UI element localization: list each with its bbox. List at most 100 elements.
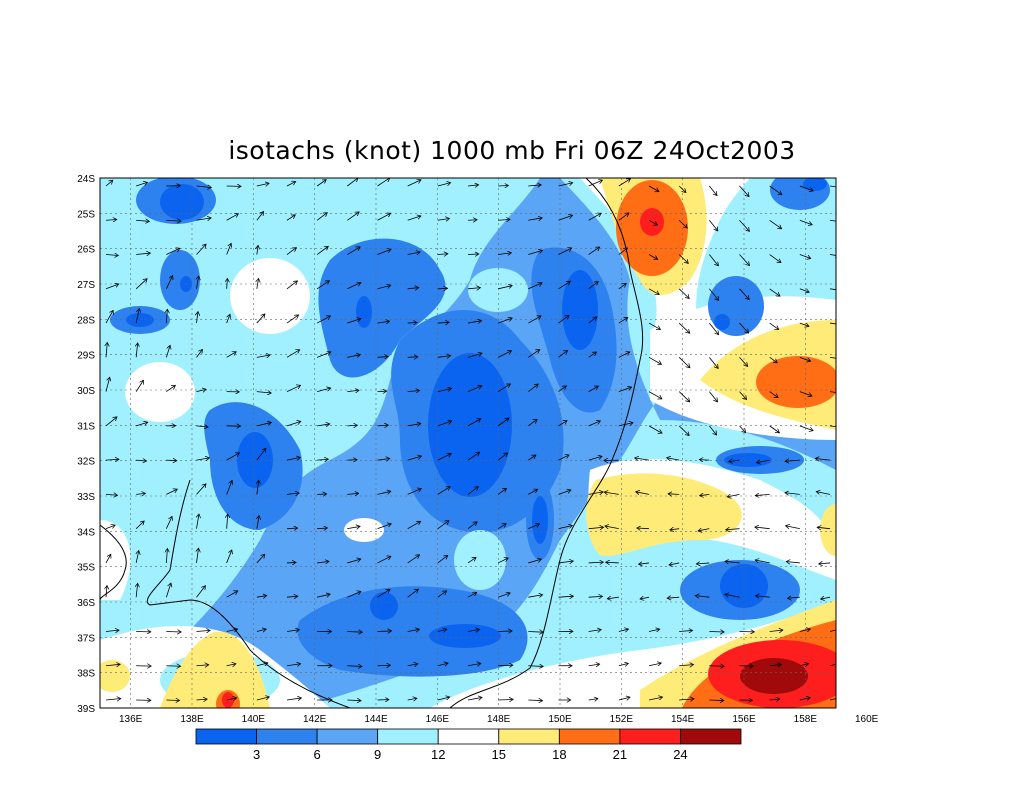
wind-arrow [769,665,782,666]
wind-arrow [286,350,300,358]
lat-label: 27S [77,280,95,291]
lon-label: 156E [732,714,756,725]
colorbar: 3 6 9 12 15 18 21 24 [195,728,742,762]
wind-arrow [197,548,199,563]
wind-arrow [498,253,511,255]
wind-arrow [347,355,360,358]
wind-arrow [407,216,421,221]
wind-arrow [497,524,506,530]
colorbar-segment [498,728,560,745]
wind-arrow [696,563,710,564]
wind-arrow [316,246,328,255]
wind-arrow [588,247,600,255]
lon-label: 146E [426,714,450,725]
wind-arrow [286,630,299,632]
wind-arrow [197,312,199,324]
wind-arrow [226,698,237,700]
colorbar-segment [437,728,500,745]
lat-label: 28S [77,315,95,326]
colorbar-label: 15 [492,747,506,762]
wind-arrow [256,392,271,393]
wind-arrow [377,425,389,426]
wind-arrow [799,629,811,631]
wind-arrow [588,456,602,461]
wind-arrow [226,214,239,221]
wind-arrow [829,322,836,325]
wind-arrow [407,629,420,631]
wind-arrow [437,591,447,598]
wind-arrow [377,556,391,564]
wind-arrow [648,356,661,364]
wind-arrow [709,185,717,196]
wind-arrow [105,310,113,324]
wind-arrow [316,281,329,290]
wind-arrow [648,629,660,631]
wind-arrow [196,630,211,631]
wind-arrow [786,526,800,530]
wind-arrow [769,322,779,329]
wind-arrow [678,425,689,436]
wind-arrow [316,180,326,187]
wind-arrow [725,594,740,598]
wind-arrow [106,342,107,358]
wind-arrow [498,318,512,324]
wind-arrow [347,591,361,598]
wind-arrow [377,249,392,255]
wind-arrow [467,697,482,700]
wind-arrow [377,491,391,495]
wind-arrow [755,560,770,564]
wind-arrow [105,525,115,530]
wind-arrow [317,594,330,598]
lon-label: 150E [548,714,572,725]
wind-arrow [699,460,710,461]
wind-arrow [558,386,567,392]
wind-arrow [727,494,740,496]
wind-arrow [528,595,542,597]
wind-arrow [317,424,330,426]
wind-arrow [648,663,661,666]
colorbar-label: 9 [374,747,381,762]
wind-arrow [197,514,199,529]
wind-arrow [588,386,599,392]
wind-arrow [588,180,603,187]
wind-arrow [196,484,207,495]
wind-arrow [709,666,724,667]
wind-arrow [558,315,570,324]
wind-arrow [165,516,172,529]
wind-arrow [709,357,718,368]
wind-arrow [678,357,690,367]
wind-arrow [227,514,228,529]
lat-label: 36S [77,598,95,609]
wind-arrow [528,419,537,427]
wind-arrow [709,322,718,335]
wind-arrow [407,664,418,666]
wind-arrow [256,697,270,701]
wind-arrow [286,248,296,255]
wind-arrow [135,308,139,324]
wind-arrow [648,219,657,225]
wind-arrow [769,699,780,700]
wind-arrow [166,309,167,324]
wind-arrow [497,418,509,427]
wind-arrow [678,391,690,402]
wind-arrow [317,459,328,460]
wind-arrow [256,183,269,186]
wind-arrow [618,629,629,631]
wind-arrow [618,283,626,290]
wind-arrow [700,494,710,495]
wind-arrow [498,286,512,290]
wind-arrow [709,425,716,435]
wind-arrow [739,219,750,231]
wind-arrow [618,423,633,427]
wind-arrow [256,663,268,666]
colorbar-segment [195,728,257,745]
lat-label: 29S [77,351,95,362]
wind-arrow [407,357,418,358]
wind-arrow [136,551,139,564]
wind-arrow [769,254,781,263]
wind-arrow [528,700,542,701]
wind-arrow [136,343,137,358]
wind-arrow [347,212,359,221]
wind-arrow [105,417,117,427]
